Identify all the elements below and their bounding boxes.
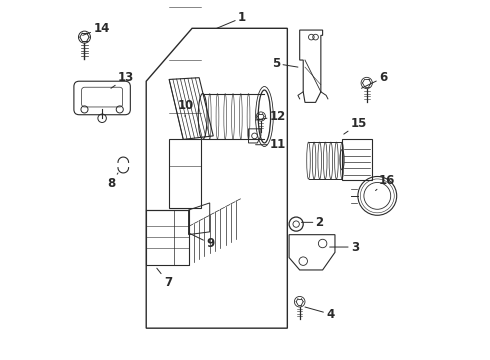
Text: 2: 2 — [301, 216, 324, 229]
Text: 7: 7 — [157, 268, 172, 289]
Text: 11: 11 — [256, 138, 286, 151]
Text: 6: 6 — [362, 71, 387, 88]
Text: 13: 13 — [111, 71, 134, 88]
Text: 3: 3 — [330, 240, 359, 253]
Text: 10: 10 — [178, 99, 194, 117]
Text: 4: 4 — [305, 307, 334, 320]
Text: 1: 1 — [217, 11, 246, 28]
Text: 16: 16 — [375, 174, 395, 190]
Text: 12: 12 — [256, 110, 286, 123]
Text: 5: 5 — [272, 57, 298, 70]
Text: 9: 9 — [189, 233, 215, 250]
Text: 8: 8 — [107, 173, 118, 190]
Text: 15: 15 — [344, 117, 367, 134]
Text: 14: 14 — [83, 22, 110, 35]
